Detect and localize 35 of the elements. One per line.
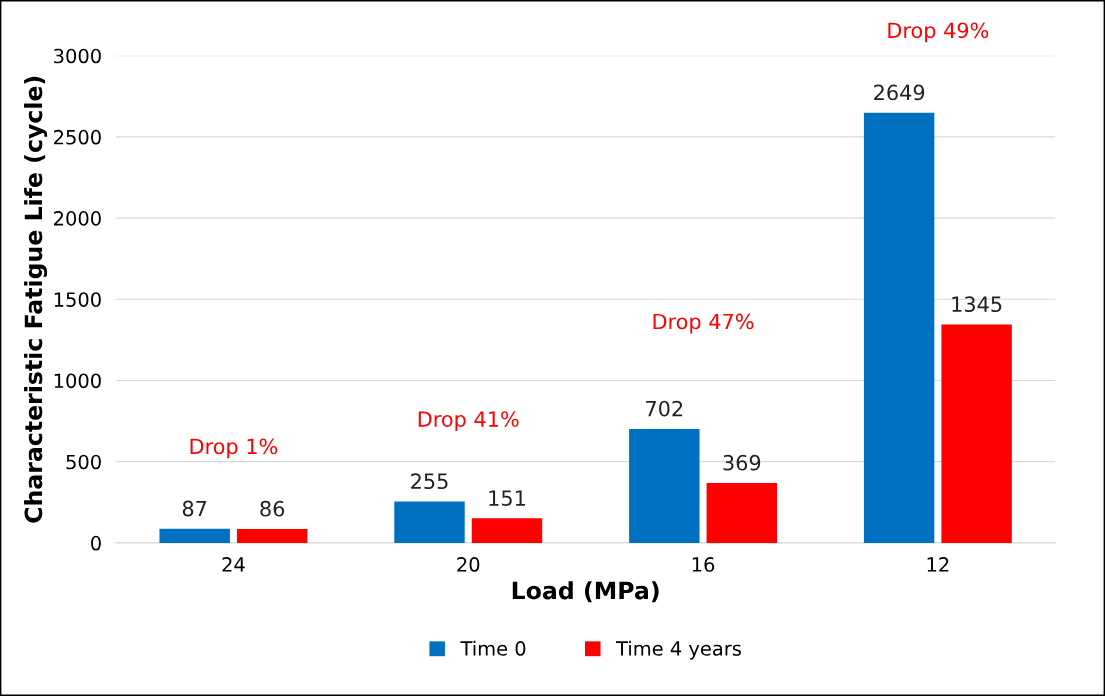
bar [706, 482, 778, 543]
bar [629, 428, 700, 543]
x-tick-label: 20 [457, 557, 480, 572]
data-label: 86 [260, 500, 285, 517]
bar [394, 501, 465, 543]
bar [941, 324, 1012, 543]
y-tick-label: 3000 [54, 48, 101, 64]
data-label: 2649 [874, 84, 925, 101]
y-tick-label: 0 [91, 535, 101, 551]
legend-label: Time 4 years [616, 640, 741, 660]
data-label: 369 [723, 454, 761, 471]
y-tick-label: 2000 [54, 211, 101, 226]
y-tick-label: 2500 [54, 129, 101, 145]
bar [471, 518, 543, 543]
legend-label: Time 0 [460, 640, 526, 656]
annotation: Drop 1% [190, 438, 278, 459]
data-label: 702 [646, 400, 683, 417]
data-label: 151 [489, 490, 525, 506]
text: Drop 49% [888, 22, 989, 43]
bar [159, 528, 230, 543]
data-label: 255 [411, 473, 448, 490]
y-tick-label: 1500 [54, 292, 101, 307]
annotation: Drop 47% [653, 313, 754, 334]
x-tick-label: 24 [222, 557, 245, 572]
bar [236, 528, 308, 543]
data-label: 87 [182, 500, 207, 517]
y-tick-label: 1000 [54, 373, 101, 389]
bar [863, 112, 935, 543]
y-tick-label: 500 [66, 454, 101, 470]
x-tick-label: 12 [927, 557, 949, 572]
data-label: 1345 [952, 296, 1002, 313]
annotation: Drop 41% [418, 411, 519, 431]
x-axis-title: Load (MPa) [512, 581, 659, 603]
x-tick-label: 16 [692, 557, 715, 572]
y-axis-title: Characteristic Fatigue Life (cycle) [24, 76, 48, 523]
